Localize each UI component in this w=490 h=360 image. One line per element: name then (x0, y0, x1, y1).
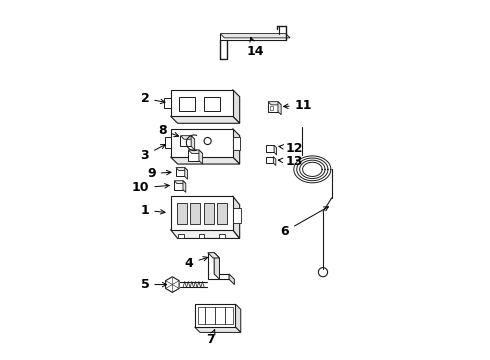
Bar (218, 203, 227, 224)
Text: 14: 14 (246, 37, 264, 58)
Polygon shape (165, 137, 171, 148)
Polygon shape (233, 90, 240, 123)
Text: 10: 10 (132, 181, 169, 194)
Polygon shape (233, 196, 240, 238)
Bar (266, 157, 273, 163)
Polygon shape (273, 157, 276, 166)
Polygon shape (229, 274, 234, 284)
Polygon shape (208, 253, 229, 279)
Bar (233, 138, 240, 150)
Text: 11: 11 (284, 99, 312, 112)
Polygon shape (188, 150, 202, 153)
Bar (171, 196, 233, 230)
Polygon shape (268, 102, 281, 105)
Bar (197, 307, 233, 324)
Polygon shape (171, 157, 240, 164)
Polygon shape (183, 181, 186, 192)
Polygon shape (176, 168, 188, 170)
Text: 1: 1 (141, 204, 165, 217)
Text: 3: 3 (141, 145, 165, 162)
Bar (233, 208, 242, 222)
Polygon shape (195, 327, 241, 332)
Polygon shape (191, 136, 195, 150)
Bar (178, 234, 184, 238)
Bar (204, 97, 220, 111)
Polygon shape (235, 304, 241, 332)
Polygon shape (180, 136, 195, 139)
Text: 6: 6 (281, 207, 328, 238)
Polygon shape (171, 116, 240, 123)
Bar (176, 168, 185, 176)
Bar (179, 97, 196, 111)
Polygon shape (220, 33, 290, 38)
Bar (191, 203, 200, 224)
Bar (266, 145, 274, 152)
Polygon shape (214, 253, 220, 279)
Text: 5: 5 (141, 278, 167, 291)
Polygon shape (278, 102, 281, 115)
Polygon shape (274, 145, 276, 155)
Bar (180, 136, 191, 146)
Text: 7: 7 (206, 330, 215, 346)
Bar (219, 234, 225, 238)
Bar (171, 129, 233, 157)
Bar (268, 102, 278, 112)
Text: 9: 9 (147, 167, 171, 180)
Polygon shape (185, 168, 188, 179)
Bar (177, 203, 187, 224)
Polygon shape (164, 98, 171, 108)
Bar (188, 150, 199, 161)
Polygon shape (166, 277, 179, 292)
Polygon shape (199, 150, 202, 164)
Bar (171, 90, 233, 116)
Text: 2: 2 (141, 92, 165, 105)
Bar (199, 234, 204, 238)
Bar (174, 181, 183, 190)
Text: 4: 4 (185, 257, 208, 270)
Text: 13: 13 (278, 155, 303, 168)
Polygon shape (208, 253, 220, 258)
Bar (204, 203, 214, 224)
Polygon shape (220, 33, 286, 40)
Text: 12: 12 (279, 141, 303, 154)
Text: 8: 8 (158, 124, 179, 137)
Bar (195, 304, 235, 327)
Polygon shape (174, 181, 186, 184)
Polygon shape (171, 230, 240, 238)
Bar (270, 105, 273, 110)
Polygon shape (233, 129, 240, 164)
